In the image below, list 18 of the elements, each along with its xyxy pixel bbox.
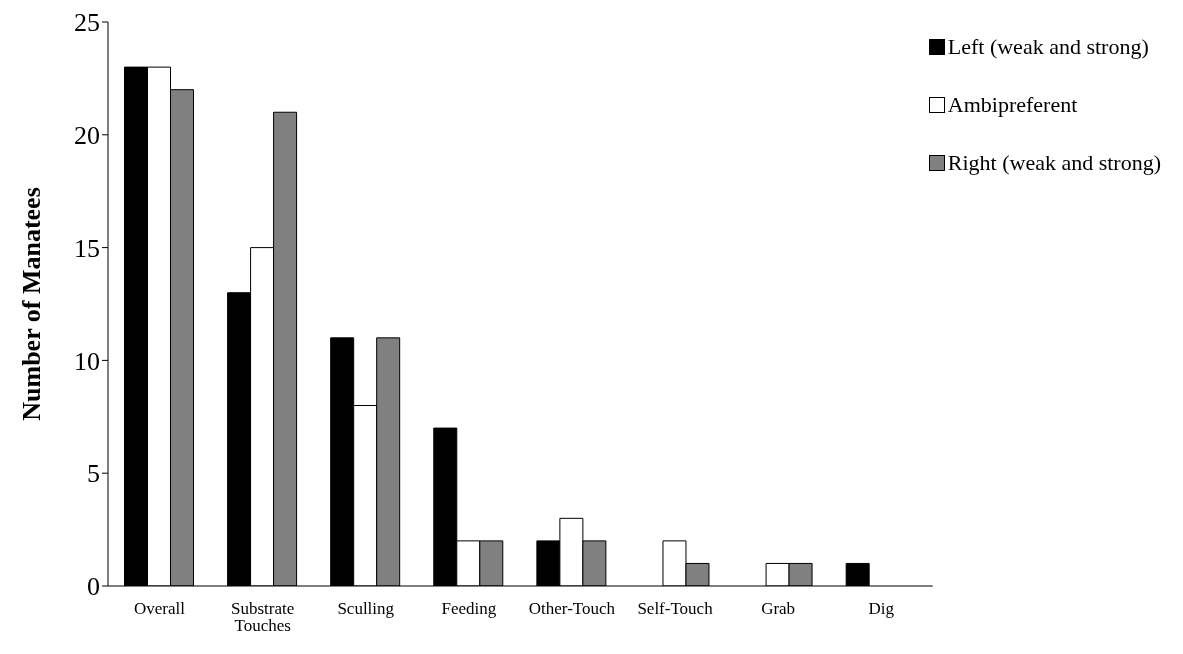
legend-label: Right (weak and strong) [947,150,1161,176]
y-axis-title: Number of Manatees [17,187,47,421]
x-tick-label: Overall [134,599,186,619]
x-tick-label: Feeding [441,599,497,619]
y-tick-label: 10 [74,346,100,376]
y-tick-label: 0 [87,572,100,602]
x-tick-label: Self-Touch [637,599,714,619]
legend-label: Left (weak and strong) [947,34,1149,60]
x-tick-label: Other-Touch [528,599,616,619]
y-tick-label: 15 [74,233,100,263]
x-tick-label: Substrate Touches [231,599,295,636]
y-tick-label: 20 [74,121,100,151]
x-tick-label: Grab [761,599,796,619]
x-tick-label: Dig [868,599,895,619]
x-tick-label: Sculling [337,599,395,619]
y-tick-label: 5 [87,459,100,489]
y-tick-label: 25 [74,8,100,38]
legend-label: Ambipreferent [947,92,1078,118]
